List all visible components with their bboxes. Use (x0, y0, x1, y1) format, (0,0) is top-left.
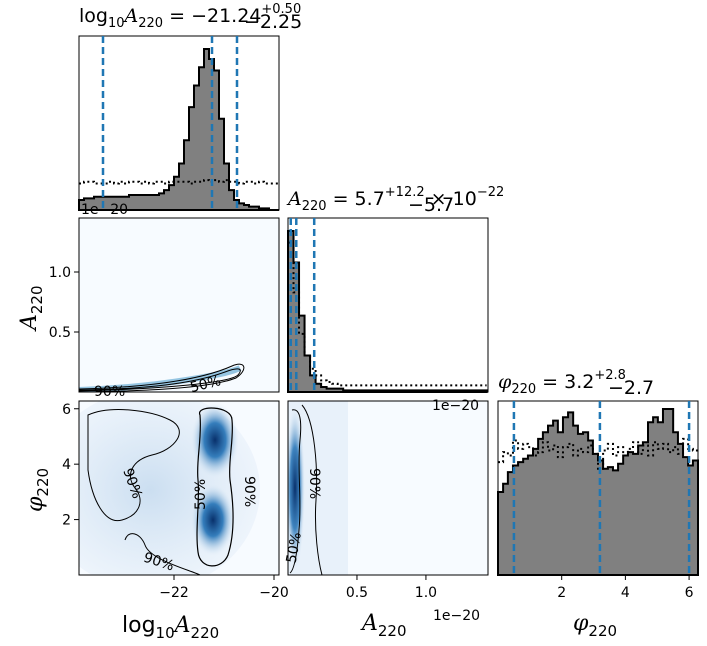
contour-label-50: 50% (193, 479, 209, 510)
density-peak-lower (191, 484, 235, 556)
title-A220: A220 = 5.7+12.2 × 10−22 (286, 185, 504, 214)
panel-frame (287, 217, 489, 393)
contour-90 (79, 363, 245, 392)
xaxis-log10A220-ticklabel-1: −20 (259, 585, 289, 601)
title-log10A220-sub: −2.25 (244, 11, 302, 33)
xaxis-phi220-ticklabel-0: 2 (557, 585, 566, 601)
log10A220-posterior (78, 47, 279, 211)
density-log10A220-A220: 90% 50% (78, 217, 280, 400)
contour-50 (79, 368, 241, 392)
offset-text-diag: 1e−20 (81, 202, 128, 218)
density-peak (288, 406, 305, 570)
panel-frame (78, 400, 280, 576)
xaxis-phi220-ticklabel-2: 6 (685, 585, 694, 601)
A220-prior (288, 241, 487, 387)
title-phi220-sub: −2.7 (608, 377, 654, 399)
title-A220-sub: −5.7 (408, 194, 454, 216)
contour-90-b (124, 533, 201, 575)
yaxis-A220-ticklabel-1: 1.0 (49, 265, 71, 281)
offset-text-A220-y: 1e−20 (432, 398, 479, 414)
phi220-prior (498, 437, 698, 470)
log10A220-prior (79, 179, 279, 185)
axis-ticks: −22 −20 0.5 1.0 2 4 6 0.5 1.0 2 4 6 (49, 265, 694, 601)
xlabel-A220: A220 (360, 611, 407, 640)
contour-label-50: 50% (189, 373, 223, 396)
A220-posterior (287, 229, 488, 393)
contour-50 (196, 407, 234, 567)
contour-label-50: 50% (284, 531, 305, 564)
yaxis-A220-ticklabel-0: 0.5 (49, 325, 71, 341)
contour-label-90: 90% (306, 468, 322, 499)
contour-90 (301, 404, 323, 575)
contour-50 (289, 409, 302, 574)
density-A220-phi220: 90% 50% (284, 400, 489, 576)
xaxis-phi220-ticklabel-1: 4 (621, 585, 630, 601)
density-log10A220-phi220: 90% 50% 90% 90% (78, 400, 280, 576)
title-phi220: φ220 = 3.2+2.8 (498, 368, 626, 397)
yaxis-phi220-ticklabel-0: 2 (62, 513, 71, 529)
xaxis-log10A220-ticklabel-0: −22 (159, 585, 189, 601)
yaxis-phi220-ticklabel-1: 4 (62, 457, 71, 473)
contour-90-a (87, 409, 180, 522)
hist-panel-A220 (287, 217, 489, 393)
xlabel-log10A220: log10A220 (122, 613, 219, 642)
offset-text-A220-x: 1e−20 (433, 608, 480, 624)
density-peak-upper (191, 402, 239, 478)
yaxis-phi220-ticklabel-2: 6 (62, 402, 71, 418)
ylabel-A220: A220 (17, 285, 46, 332)
contour-label-90-b: 90% (241, 476, 257, 507)
hist-panel-phi220 (497, 400, 699, 576)
hist-panel-log10A220: 1e−20 (78, 35, 280, 218)
panel-frame (287, 400, 489, 576)
xaxis-A220-ticklabel-0: 0.5 (346, 585, 368, 601)
xaxis-A220-ticklabel-1: 1.0 (415, 585, 437, 601)
xlabel-phi220: φ220 (573, 611, 617, 640)
hist-A220 (287, 218, 488, 393)
panel-bg (79, 218, 279, 392)
ylabel-phi220: φ220 (23, 468, 52, 512)
panel-frame (78, 217, 280, 393)
hist-log10A220 (78, 36, 279, 211)
title-log10A220: log10A220 = −21.24+0.50 (79, 2, 301, 31)
hist-phi220 (497, 401, 699, 576)
